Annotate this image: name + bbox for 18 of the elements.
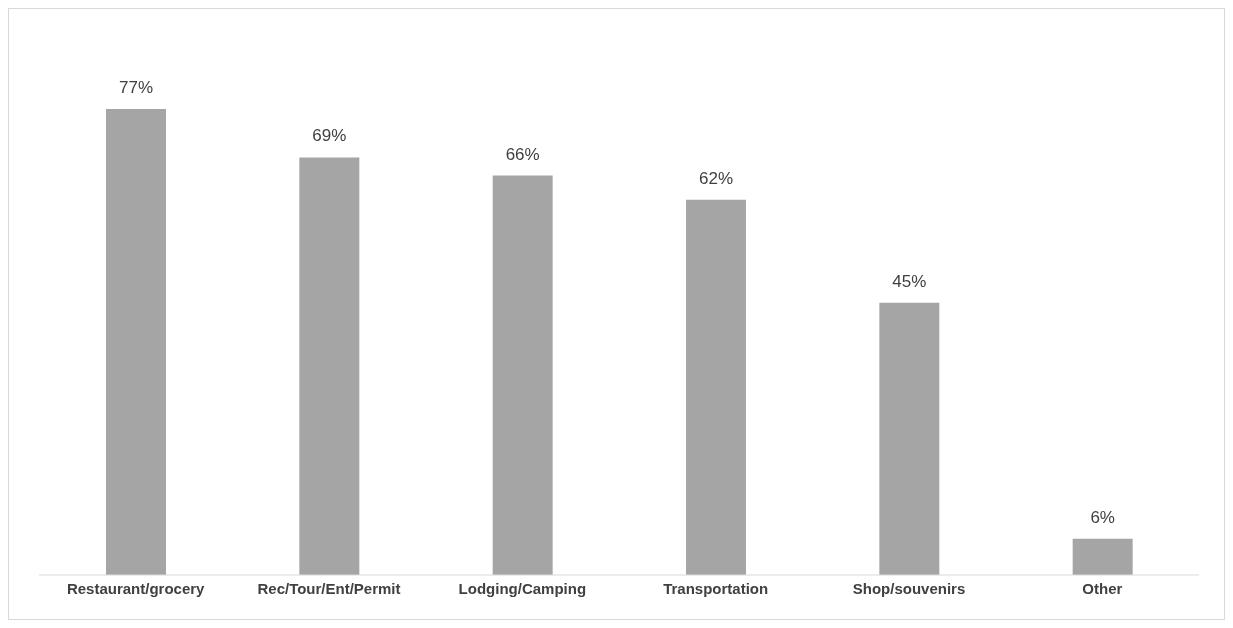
data-label: 6% bbox=[1090, 507, 1115, 527]
bar bbox=[686, 199, 746, 575]
data-label: 45% bbox=[892, 271, 927, 291]
data-label: 66% bbox=[505, 144, 540, 164]
bar bbox=[1072, 538, 1133, 575]
data-label: 62% bbox=[698, 168, 734, 188]
bar bbox=[879, 302, 940, 575]
bar bbox=[106, 109, 166, 575]
x-tick-label: Other bbox=[1082, 579, 1123, 597]
x-tick-label: Restaurant/grocery bbox=[66, 579, 206, 597]
data-label: 77% bbox=[118, 78, 154, 97]
x-tick-label: Shop/souvenirs bbox=[852, 579, 966, 597]
bar bbox=[299, 157, 360, 575]
x-tick-label: Transportation bbox=[663, 579, 769, 597]
data-label: 69% bbox=[312, 126, 347, 146]
x-tick-label: Rec/Tour/Ent/Permit bbox=[257, 579, 401, 597]
bar bbox=[492, 175, 553, 575]
x-tick-label: Lodging/Camping bbox=[458, 579, 587, 597]
